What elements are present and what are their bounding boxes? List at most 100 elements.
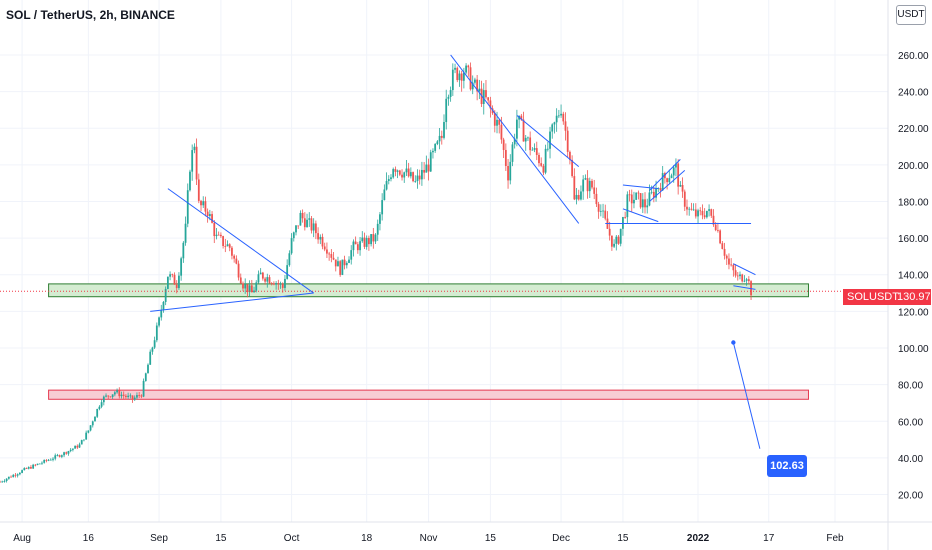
candle-body — [49, 459, 52, 461]
candle-body — [602, 210, 604, 212]
y-tick-label: 140.00 — [898, 271, 929, 282]
candle-body — [142, 380, 145, 397]
candle-body — [211, 214, 213, 223]
candle-body — [646, 205, 649, 208]
candle-body — [575, 194, 578, 200]
candle-body — [136, 395, 138, 398]
candle-body — [723, 248, 726, 256]
candle-body — [202, 201, 205, 206]
trendline — [167, 188, 314, 294]
candle-body — [153, 340, 156, 348]
candle-body — [217, 234, 220, 236]
candle-body — [129, 395, 132, 397]
candle-body — [330, 254, 333, 258]
candle-body — [549, 131, 551, 149]
candle-body — [451, 69, 454, 91]
candle-body — [502, 139, 505, 150]
candle-body — [288, 253, 291, 266]
candle-body — [425, 164, 428, 173]
candle-body — [376, 223, 379, 235]
candle-body — [683, 191, 686, 207]
candle-body — [372, 234, 375, 242]
candle-body — [140, 395, 143, 397]
y-tick-label: 100.00 — [898, 344, 929, 355]
candle-body — [319, 236, 322, 240]
candle-body — [248, 285, 251, 293]
candle-body — [195, 146, 198, 180]
candle-body — [659, 188, 662, 191]
y-tick-label: 20.00 — [898, 491, 923, 502]
candle-body — [343, 259, 346, 266]
candle-body — [641, 199, 644, 208]
candle-body — [308, 218, 311, 220]
x-tick-label: Sep — [150, 533, 168, 544]
candle-body — [571, 159, 574, 177]
candle-body — [1, 481, 4, 483]
candle-body — [485, 90, 487, 98]
candle-body — [712, 215, 715, 225]
candle-body — [436, 141, 439, 144]
candle-body — [588, 180, 591, 192]
candle-body — [577, 194, 580, 200]
candle-body — [467, 65, 470, 68]
candle-body — [555, 115, 558, 123]
candle-body — [67, 451, 70, 454]
candle-body — [705, 210, 708, 218]
candle-body — [178, 275, 180, 289]
candle-body — [619, 228, 622, 244]
candle-body — [297, 225, 300, 227]
candle-body — [546, 148, 549, 150]
candle-body — [403, 172, 406, 178]
candle-body — [120, 394, 123, 397]
candle-body — [745, 279, 748, 281]
currency-unit-button[interactable]: USDT — [896, 5, 926, 25]
candle-body — [407, 168, 410, 177]
candle-body — [701, 211, 704, 216]
candle-body — [580, 191, 582, 200]
candle-body — [189, 171, 191, 191]
candle-body — [149, 351, 152, 365]
candle-body — [398, 170, 401, 175]
candle-body — [365, 237, 368, 247]
candle-body — [582, 179, 585, 192]
candle-body — [597, 204, 600, 212]
candle-body — [94, 416, 96, 422]
x-tick-label: 2022 — [687, 533, 710, 544]
candle-body — [690, 208, 693, 210]
candle-body — [414, 181, 417, 182]
candle-body — [553, 122, 556, 125]
candle-body — [237, 263, 240, 278]
candle-body — [670, 175, 673, 179]
candle-body — [379, 214, 381, 224]
candle-body — [513, 138, 516, 145]
candle-body — [147, 364, 149, 374]
y-tick-label: 160.00 — [898, 234, 929, 245]
candle-body — [352, 241, 355, 251]
x-tick-label: Dec — [552, 533, 570, 544]
candle-body — [5, 478, 8, 481]
candle-body — [175, 284, 178, 289]
candle-body — [421, 169, 423, 180]
candle-body — [608, 228, 611, 236]
candle-body — [122, 394, 125, 396]
candle-body — [405, 168, 408, 173]
candle-body — [692, 209, 695, 211]
candle-body — [144, 373, 147, 381]
demand-zone — [48, 389, 809, 400]
candle-body — [728, 258, 730, 265]
candle-body — [341, 259, 344, 275]
candle-body — [747, 279, 750, 282]
candle-body — [169, 274, 171, 277]
candle-body — [635, 192, 638, 200]
candle-body — [522, 119, 525, 142]
candle-body — [566, 130, 569, 152]
target-price-callout[interactable]: 102.63 — [767, 455, 807, 477]
candle-body — [498, 119, 501, 125]
candle-body — [734, 270, 737, 276]
candle-body — [231, 247, 233, 256]
candle-body — [622, 217, 624, 229]
candle-body — [367, 237, 370, 245]
y-tick-label: 240.00 — [898, 88, 929, 99]
chart-title: SOL / TetherUS, 2h, BINANCE — [6, 8, 175, 22]
candle-body — [551, 124, 554, 132]
